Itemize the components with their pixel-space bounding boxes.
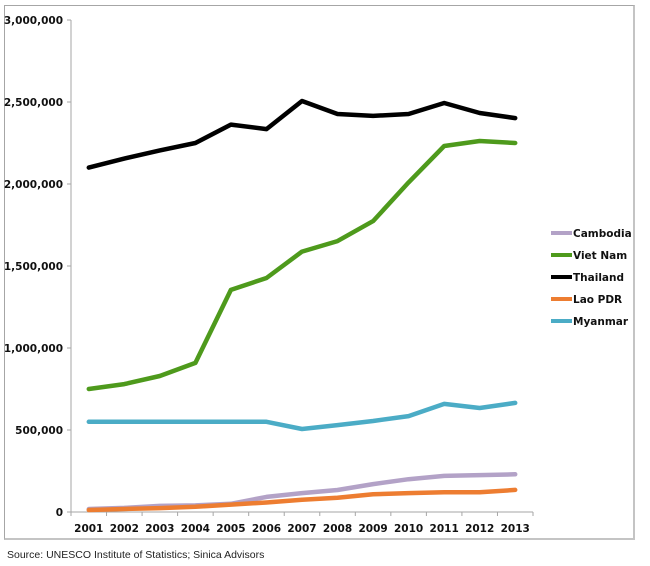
x-tick-label: 2009 bbox=[358, 523, 387, 535]
legend-label: Myanmar bbox=[573, 316, 629, 328]
legend-item-thailand: Thailand bbox=[551, 272, 624, 284]
axes bbox=[67, 19, 534, 516]
x-tick-label: 2008 bbox=[323, 523, 352, 535]
x-tick-labels: 2001 2002 2003 2004 2005 2006 2007 2008 2009 2010… bbox=[74, 523, 530, 535]
y-tick-label: 1,500,000 bbox=[4, 261, 63, 273]
legend-label: Thailand bbox=[573, 272, 624, 284]
x-tick-label: 2011 bbox=[430, 523, 459, 535]
legend-item-cambodia: Cambodia bbox=[551, 228, 632, 240]
x-tick-label: 2004 bbox=[181, 523, 210, 535]
chart-frame bbox=[4, 5, 635, 540]
y-tick-labels: 0 500,000 1,000,000 1,500,000 2,000,000 2,500… bbox=[4, 15, 63, 519]
legend-label: Cambodia bbox=[573, 228, 632, 240]
legend-item-viet-nam: Viet Nam bbox=[551, 250, 627, 262]
x-tick-label: 2013 bbox=[501, 523, 530, 535]
x-tick-label: 2001 bbox=[74, 523, 103, 535]
x-tick-label: 2002 bbox=[110, 523, 139, 535]
x-tick-label: 2012 bbox=[465, 523, 494, 535]
x-tick-label: 2010 bbox=[394, 523, 423, 535]
series-line-myanmar bbox=[86, 400, 518, 432]
series-line-thailand bbox=[86, 98, 518, 170]
x-tick-label: 2006 bbox=[252, 523, 281, 535]
y-tick-label: 2,000,000 bbox=[4, 179, 63, 191]
legend: Cambodia Viet Nam Thailand Lao PDR Myanmar bbox=[551, 228, 632, 328]
legend-label: Lao PDR bbox=[573, 294, 622, 306]
legend-item-myanmar: Myanmar bbox=[551, 316, 629, 328]
legend-item-lao-pdr: Lao PDR bbox=[551, 294, 622, 306]
series-line-lao-pdr bbox=[86, 487, 518, 513]
source-note: Source: UNESCO Institute of Statistics; … bbox=[7, 549, 265, 561]
x-tick-label: 2003 bbox=[145, 523, 174, 535]
y-tick-label: 500,000 bbox=[15, 425, 63, 437]
y-tick-label: 1,000,000 bbox=[4, 343, 63, 355]
y-tick-label: 0 bbox=[56, 507, 63, 519]
x-tick-label: 2007 bbox=[287, 523, 316, 535]
series-line-viet-nam bbox=[86, 138, 518, 392]
y-tick-label: 2,500,000 bbox=[4, 97, 63, 109]
series-lines bbox=[86, 98, 518, 513]
y-tick-label: 3,000,000 bbox=[4, 15, 63, 27]
x-tick-label: 2005 bbox=[216, 523, 245, 535]
legend-label: Viet Nam bbox=[573, 250, 627, 262]
